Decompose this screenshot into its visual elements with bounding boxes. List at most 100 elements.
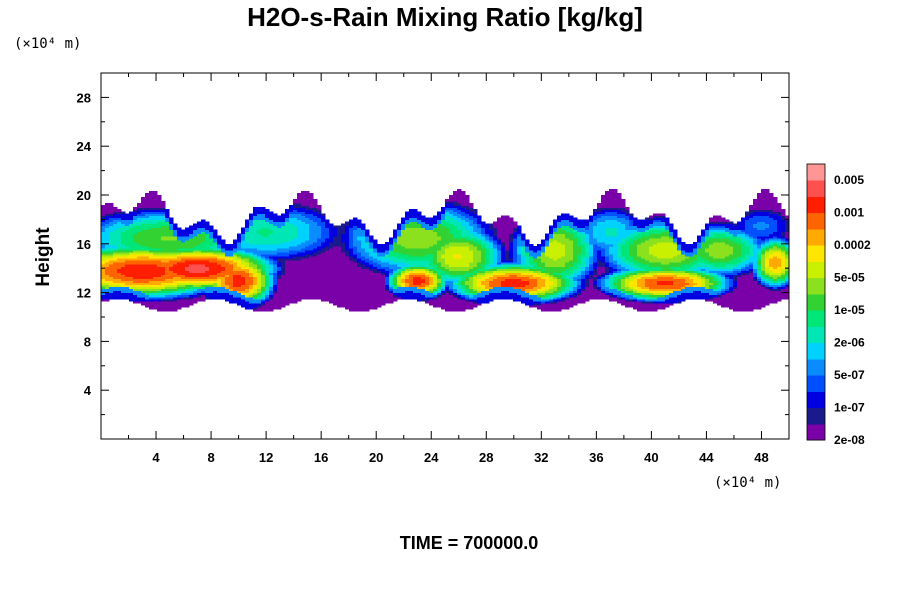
contour-cell [193, 286, 198, 290]
contour-cell [133, 231, 138, 235]
contour-cell [505, 233, 510, 237]
contour-cell [149, 221, 154, 225]
contour-cell [401, 233, 406, 237]
contour-cell [349, 223, 354, 227]
contour-cell [245, 251, 250, 255]
contour-cell [333, 268, 338, 271]
contour-cell [297, 268, 302, 271]
contour-cell [165, 221, 170, 225]
contour-cell [121, 229, 126, 233]
contour-cell [125, 251, 130, 255]
contour-cell [181, 245, 186, 249]
contour-cell [329, 294, 334, 298]
contour-cell [465, 288, 470, 292]
contour-cell [281, 302, 286, 306]
contour-cell [169, 219, 174, 223]
contour-cell [169, 217, 174, 220]
contour-cell [121, 284, 126, 288]
contour-cell [261, 286, 266, 290]
contour-cell [429, 282, 434, 286]
contour-cell [209, 268, 214, 271]
contour-cell [177, 235, 182, 239]
contour-cell [329, 262, 334, 265]
contour-cell [157, 268, 162, 271]
contour-cell [181, 282, 186, 286]
contour-cell [325, 247, 330, 251]
contour-cell [537, 268, 542, 271]
contour-cell [333, 249, 338, 253]
contour-cell [393, 247, 398, 251]
contour-cell [293, 262, 298, 265]
contour-cell [445, 239, 450, 243]
contour-cell [101, 235, 106, 239]
contour-cell [185, 253, 190, 257]
contour-cell [213, 245, 218, 249]
contour-cell [117, 260, 122, 263]
contour-cell [301, 239, 306, 243]
contour-cell [313, 201, 318, 204]
contour-cell [405, 221, 410, 225]
contour-cell [109, 243, 114, 247]
contour-cell [417, 223, 422, 227]
contour-cell [157, 262, 162, 265]
contour-cell [145, 195, 150, 198]
contour-cell [201, 286, 206, 290]
contour-cell [137, 221, 142, 225]
contour-cell [117, 288, 122, 292]
contour-cell [141, 294, 146, 298]
contour-cell [149, 239, 154, 243]
contour-cell [309, 262, 314, 265]
contour-cell [549, 294, 554, 298]
contour-cell [117, 284, 122, 288]
contour-cell [325, 245, 330, 249]
contour-cell [525, 264, 530, 267]
contour-cell [537, 251, 542, 255]
contour-cell [125, 294, 130, 298]
contour-cell [101, 247, 106, 251]
contour-cell [149, 298, 154, 302]
contour-cell [313, 294, 318, 298]
contour-cell [493, 280, 498, 284]
contour-cell [493, 221, 498, 225]
contour-cell [201, 264, 206, 267]
contour-cell [381, 296, 386, 300]
contour-cell [113, 282, 118, 286]
contour-cell [345, 225, 350, 229]
contour-cell [541, 266, 546, 269]
contour-cell [321, 253, 326, 257]
contour-cell [113, 253, 118, 257]
contour-cell [425, 264, 430, 267]
contour-cell [217, 274, 222, 277]
contour-cell [485, 274, 490, 277]
contour-cell [557, 304, 562, 308]
contour-cell [273, 243, 278, 247]
contour-cell [433, 258, 438, 261]
contour-cell [153, 280, 158, 284]
contour-cell [257, 225, 262, 229]
contour-cell [353, 251, 358, 255]
contour-cell [349, 298, 354, 302]
contour-cell [217, 239, 222, 243]
contour-cell [489, 266, 494, 269]
contour-cell [513, 288, 518, 292]
contour-cell [485, 253, 490, 257]
contour-cell [473, 304, 478, 308]
contour-cell [437, 260, 442, 263]
contour-cell [429, 249, 434, 253]
contour-cell [201, 290, 206, 294]
contour-cell [145, 253, 150, 257]
contour-cell [233, 243, 238, 247]
contour-cell [189, 262, 194, 265]
contour-cell [529, 286, 534, 290]
contour-cell [129, 243, 134, 247]
contour-cell [361, 298, 366, 302]
contour-cell [481, 225, 486, 229]
contour-cell [421, 296, 426, 300]
contour-cell [537, 272, 542, 275]
contour-cell [181, 296, 186, 300]
contour-cell [297, 217, 302, 220]
contour-cell [217, 251, 222, 255]
contour-cell [173, 247, 178, 251]
contour-cell [205, 253, 210, 257]
contour-cell [169, 225, 174, 229]
